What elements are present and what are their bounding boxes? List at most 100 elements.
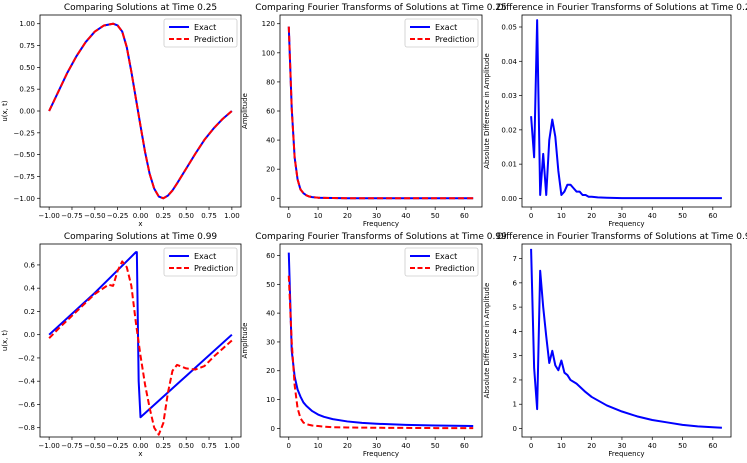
chart-panel-4: Comparing Solutions at Time 0.99 x u(x, t)… [1,232,242,458]
y-tick-label: 20 [266,367,275,375]
x-axis-label: x [138,220,142,228]
y-tick-label: 0.01 [501,161,517,169]
x-tick-label: −0.50 [84,442,105,450]
legend-label-prediction: Prediction [194,35,234,44]
x-axis-label: Frequency [608,450,644,458]
plot-frame [521,14,732,208]
y-tick-label: 3 [513,352,517,360]
y-tick-label: 20 [266,166,275,174]
x-tick-label: 30 [372,442,381,450]
x-tick-label: −0.75 [61,442,82,450]
x-tick-label: 0 [287,212,291,220]
plot-frame [279,243,483,438]
y-tick-label: 0.2 [24,308,35,316]
x-tick-label: 0.50 [178,212,194,220]
chart-title: Difference in Fourier Transforms of Solu… [497,232,747,242]
series-line-exact [48,22,233,200]
legend-label-exact: Exact [435,252,457,261]
y-tick-label: 0 [513,425,517,433]
x-tick-label: 20 [343,212,352,220]
y-axis-label: u(x, t) [1,100,9,122]
y-tick-label: 0.50 [19,64,35,72]
x-tick-label: 40 [648,442,657,450]
y-tick-label: 6 [513,279,518,287]
x-tick-label: 60 [708,212,717,220]
plot-frame [39,243,242,438]
y-tick-label: 0.00 [19,108,35,116]
x-tick-label: 0.75 [201,442,217,450]
series-line-exact [48,251,233,419]
x-tick-label: 30 [617,442,626,450]
y-axis-label: Absolute Difference in Amplitude [483,53,491,169]
legend-label-exact: Exact [435,23,457,32]
y-tick-label: 50 [266,281,275,289]
chart-panel-2: Comparing Fourier Transforms of Solution… [241,3,507,228]
y-tick-label: 7 [513,255,517,263]
y-tick-label: 0.6 [24,261,36,269]
x-tick-label: 30 [372,212,381,220]
x-tick-label: 10 [557,442,566,450]
legend: Exact Prediction [404,18,479,48]
y-tick-label: −0.75 [14,173,35,181]
y-tick-label: 0.02 [501,126,517,134]
x-tick-label: 0 [529,212,533,220]
x-tick-label: 50 [678,212,687,220]
plot-frame [39,14,242,208]
y-tick-label: 1 [513,401,517,409]
x-axis-label: Frequency [363,450,399,458]
x-tick-label: 0.25 [156,442,172,450]
y-tick-label: 40 [266,137,275,145]
chart-panel-1: Comparing Solutions at Time 0.25 x u(x, t)… [1,3,242,228]
y-tick-label: −0.2 [18,354,35,362]
y-tick-label: 60 [266,108,275,116]
y-tick-label: 0 [271,195,275,203]
y-axis-label: u(x, t) [1,330,9,352]
legend-label-prediction: Prediction [194,264,234,273]
series-line-prediction [287,275,474,430]
y-tick-label: 5 [513,304,517,312]
y-tick-label: −0.8 [18,424,35,432]
x-tick-label: −0.75 [61,212,82,220]
x-tick-label: 0.25 [156,212,172,220]
x-tick-label: −0.25 [107,212,128,220]
y-tick-label: 40 [266,310,275,318]
y-tick-label: 0.4 [24,285,36,293]
y-tick-label: 100 [262,49,275,57]
x-tick-label: 40 [648,212,657,220]
series-line-difference [530,248,722,429]
x-tick-label: 10 [557,212,566,220]
x-tick-label: 20 [587,212,596,220]
y-tick-label: −0.6 [18,401,36,409]
plot-frame [279,14,483,208]
y-tick-label: 4 [513,328,518,336]
y-tick-label: 30 [266,338,275,346]
series-line-prediction [48,260,233,436]
y-axis-label: Amplitude [241,323,249,359]
y-tick-label: 0.04 [501,58,517,66]
legend-label-prediction: Prediction [435,264,475,273]
series-line-prediction [48,22,233,200]
y-tick-label: 10 [266,396,275,404]
x-tick-label: −0.50 [84,212,105,220]
legend: Exact Prediction [404,247,479,277]
x-tick-label: 20 [343,442,352,450]
chart-title: Comparing Fourier Transforms of Solution… [255,232,507,242]
y-tick-label: 0.05 [501,24,517,32]
x-tick-label: 60 [460,212,469,220]
y-tick-label: −0.4 [18,378,36,386]
chart-title: Comparing Solutions at Time 0.25 [64,3,217,13]
y-tick-label: 60 [266,252,275,260]
x-axis-label: Frequency [608,220,644,228]
x-tick-label: 50 [431,212,440,220]
x-tick-label: 10 [314,442,323,450]
x-axis-label: Frequency [363,220,399,228]
y-tick-label: 2 [513,376,517,384]
y-tick-label: 0.75 [19,42,35,50]
x-tick-label: 10 [314,212,323,220]
x-tick-label: −1.00 [38,442,59,450]
legend: Exact Prediction [163,247,238,277]
x-tick-label: 0.00 [133,442,149,450]
legend-label-prediction: Prediction [435,35,475,44]
chart-panel-3: Difference in Fourier Transforms of Solu… [483,3,747,228]
